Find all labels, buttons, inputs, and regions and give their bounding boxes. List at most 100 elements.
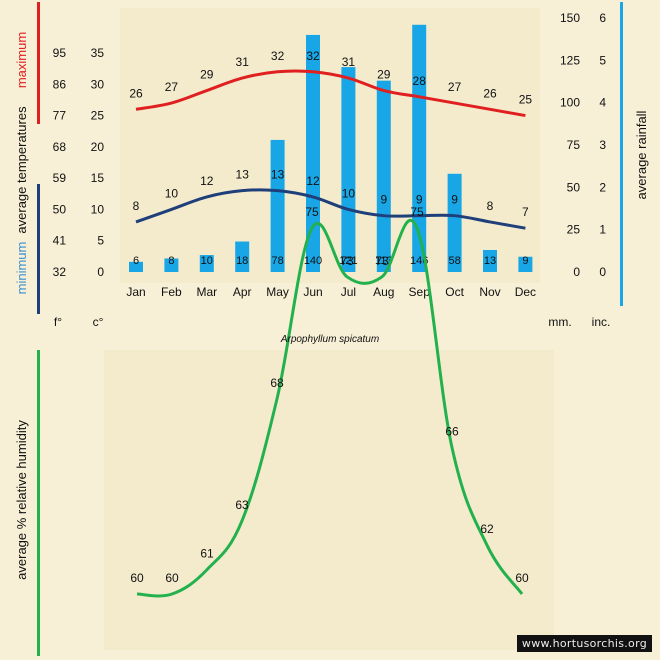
y-tick-inches-3: 3 [599,138,606,152]
top-chart-background [120,8,540,283]
rainfall-bar-aug [376,80,391,272]
celsius-unit-label: c° [93,315,104,329]
humidity-label-dec: 60 [515,571,529,585]
y-tick-fahrenheit-41: 41 [53,234,67,248]
y-tick-inches-2: 2 [599,180,606,194]
rainfall-bar-dec [518,256,533,272]
humidity-label-aug: 73 [375,254,389,268]
rainfall-bar-apr [235,241,250,272]
axes: Jan Feb Mar Apr May Jun Jul Aug Sep Oct Nov Dec3530… [53,11,611,329]
rainfall-label-feb: 8 [168,255,174,267]
min-temp-label-aug: 9 [380,193,387,207]
y-tick-mm-75: 75 [567,138,581,152]
rainfall-label-jun: 140 [304,255,322,267]
max-temp-label-sep: 28 [413,74,427,88]
humidity-label-apr: 63 [235,498,249,512]
y-tick-mm-25: 25 [567,223,581,237]
humidity-label-sep: 75 [410,205,424,219]
humidity-label-mar: 61 [200,547,214,561]
rainfall-bar-oct [447,173,462,272]
max-temp-label-jun: 32 [306,49,320,63]
axis-labels: maximum average temperatures minimum averag… [14,2,649,314]
max-temperature-line [135,69,526,118]
humidity-line-path [136,218,524,598]
minimum-indicator-bar [37,184,40,314]
max-temp-label-dec: 25 [519,93,533,107]
min-temp-label-mar: 12 [200,174,214,188]
rainfall-label-mar: 10 [201,255,213,267]
rainfall-bars: 6 8 10 18 78 140 121 113 146 58 13 9 [129,24,533,273]
y-tick-inches-1: 1 [599,223,606,237]
rainfall-bar-mar [199,255,214,272]
mm-unit-label: mm. [548,315,571,329]
rainfall-bar-jun [306,34,320,272]
rainfall-label-dec: 9 [522,255,528,267]
average-rainfall-label: average rainfall [634,110,649,199]
y-tick-inches-5: 5 [599,53,606,67]
rainfall-bar-jul [341,67,356,273]
rainfall-label-nov: 13 [484,255,496,267]
y-tick-fahrenheit-32: 32 [53,265,67,279]
x-tick-jun: Jun [303,285,322,299]
average-temperatures-label: average temperatures [14,106,29,234]
min-temp-label-sep: 9 [416,193,423,207]
humidity-label-nov: 62 [480,522,494,536]
y-tick-celsius-0: 0 [97,265,104,279]
minimum-label: minimum [14,242,29,295]
max-temp-label-nov: 26 [483,86,497,100]
y-tick-mm-100: 100 [560,96,580,110]
rainfall-label-jul: 121 [339,255,357,267]
min-temp-label-may: 13 [271,168,285,182]
rainfall-label-apr: 18 [236,255,248,267]
min-temp-label-nov: 8 [487,199,494,213]
x-tick-sep: Sep [409,285,431,299]
min-temp-label-jun: 12 [306,174,320,188]
humidity-label-jan: 60 [130,571,144,585]
rainfall-label-jan: 6 [133,255,139,267]
x-tick-may: May [266,285,289,299]
x-tick-mar: Mar [196,285,217,299]
min-temp-label-jul: 10 [342,186,356,200]
rainfall-bar-nov [483,249,497,272]
y-tick-fahrenheit-86: 86 [53,77,67,91]
y-tick-celsius-10: 10 [91,202,105,216]
temperature-lines: 26 27 29 31 32 32 31 29 28 27 26 25 8 10 12 13 13 12 10 9 9 9… [129,49,533,230]
inches-unit-label: inc. [592,315,611,329]
humidity-label-feb: 60 [165,571,179,585]
rainfall-indicator-bar [620,2,623,306]
x-tick-jan: Jan [126,285,145,299]
humidity-label-jul: 73 [340,254,354,268]
rainfall-bar-feb [164,258,179,272]
humidity-label-oct: 66 [445,425,459,439]
min-temp-label-oct: 9 [451,193,458,207]
y-tick-mm-0: 0 [573,265,580,279]
humidity-axis-label: average % relative humidity [14,420,29,580]
humidity-indicator-bar [37,350,40,656]
x-tick-aug: Aug [373,285,394,299]
maximum-label: maximum [14,32,29,88]
min-temp-label-apr: 13 [236,168,250,182]
fahrenheit-unit-label: f° [54,315,62,329]
max-temp-label-feb: 27 [165,80,179,94]
x-tick-dec: Dec [515,285,536,299]
y-tick-celsius-5: 5 [97,234,104,248]
rainfall-bar-jan [129,261,143,272]
x-tick-nov: Nov [479,285,500,299]
humidity-label-jun: 75 [305,205,319,219]
max-temp-label-aug: 29 [377,68,391,82]
y-tick-celsius-20: 20 [91,140,105,154]
y-tick-celsius-35: 35 [91,46,105,60]
y-tick-mm-50: 50 [567,180,581,194]
y-tick-mm-150: 150 [560,11,580,25]
min-temp-label-dec: 7 [522,205,529,219]
rainfall-bar-sep [412,24,427,273]
y-tick-celsius-15: 15 [91,171,105,185]
y-tick-celsius-30: 30 [91,77,105,91]
rainfall-label-may: 78 [271,255,283,267]
min-temperature-line [135,188,526,230]
x-tick-apr: Apr [233,285,252,299]
